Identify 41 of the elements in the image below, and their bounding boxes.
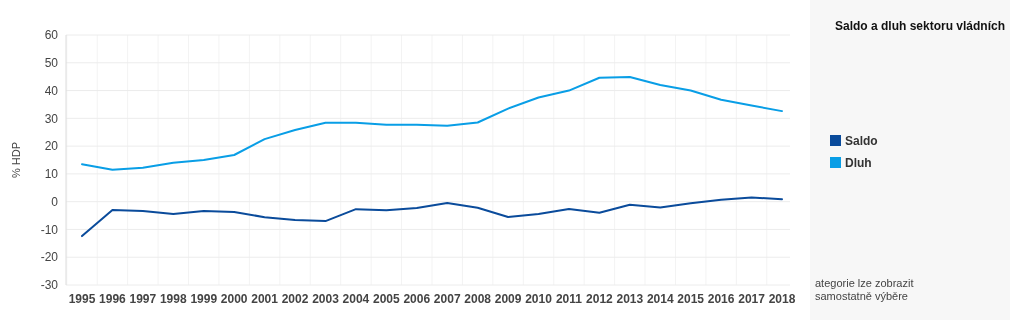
x-tick-label: 2010 — [525, 292, 553, 306]
y-tick-label: -10 — [40, 222, 59, 237]
x-tick-label: 2006 — [403, 292, 431, 306]
x-tick-label: 1999 — [190, 292, 218, 306]
x-tick-label: 2007 — [433, 292, 461, 306]
legend-label: Dluh — [845, 156, 872, 170]
y-tick-label: 10 — [44, 167, 59, 182]
x-tick-label: 2001 — [251, 292, 279, 306]
x-tick-label: 2005 — [373, 292, 401, 306]
x-tick-label: 2017 — [738, 292, 766, 306]
x-tick-label: 2013 — [616, 292, 644, 306]
y-tick-label: 30 — [44, 111, 59, 126]
x-tick-label: 2016 — [707, 292, 735, 306]
x-tick-label: 2011 — [555, 292, 583, 306]
y-tick-label: 0 — [51, 194, 59, 209]
x-tick-label: 2004 — [342, 292, 370, 306]
x-tick-label: 1995 — [68, 292, 96, 306]
legend-title: Saldo a dluh sektoru vládních — [834, 19, 1006, 33]
y-tick-label: 60 — [44, 28, 59, 43]
x-tick-label: 1998 — [159, 292, 187, 306]
x-tick-label: 2015 — [677, 292, 705, 306]
x-tick-label: 2014 — [646, 292, 674, 306]
x-tick-label: 2000 — [220, 292, 248, 306]
x-tick-label: 2003 — [312, 292, 340, 306]
y-tick-label: -30 — [40, 278, 59, 293]
x-tick-label: 2009 — [494, 292, 522, 306]
x-tick-label: 1996 — [99, 292, 127, 306]
y-tick-label: 20 — [44, 139, 59, 154]
x-tick-label: 1997 — [129, 292, 157, 306]
y-tick-label: 50 — [44, 55, 59, 70]
legend-label: Saldo — [845, 134, 878, 148]
line-series — [81, 196, 783, 238]
line-series — [81, 75, 783, 171]
y-tick-label: -20 — [40, 250, 59, 265]
x-tick-label: 2018 — [768, 292, 796, 306]
x-tick-label: 2012 — [586, 292, 614, 306]
x-tick-label: 2002 — [281, 292, 309, 306]
text: ategorie lze zobrazit samostatně výběre — [815, 277, 914, 303]
y-tick-label: 40 — [44, 83, 59, 98]
y-axis-title: % HDP — [10, 141, 22, 179]
x-tick-label: 2008 — [464, 292, 492, 306]
